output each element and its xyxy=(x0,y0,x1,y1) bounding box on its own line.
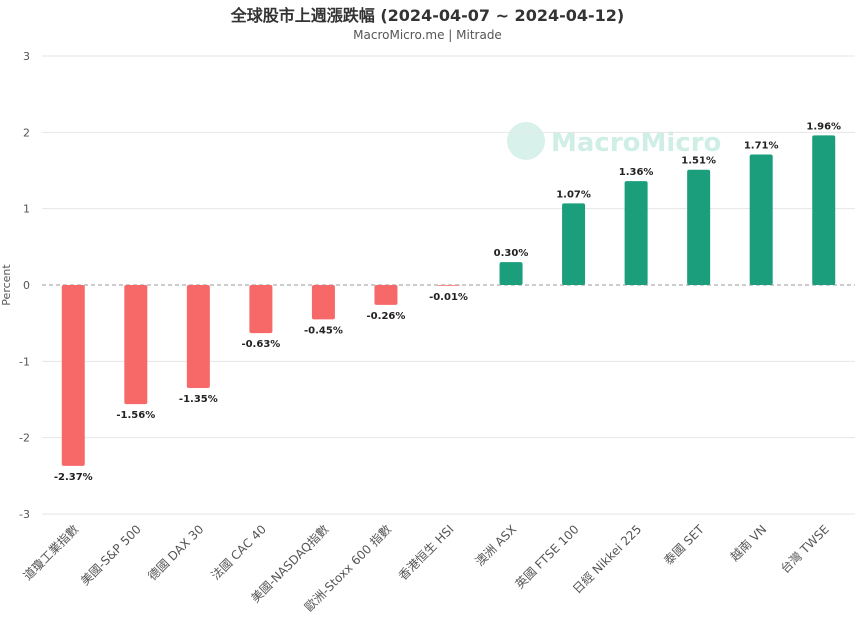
category-label: 香港恒生 HSI xyxy=(396,522,457,583)
data-label: -0.26% xyxy=(367,311,406,322)
watermark: MacroMicro xyxy=(507,122,721,160)
data-label: -0.63% xyxy=(241,339,280,350)
data-label: -1.35% xyxy=(179,394,218,405)
data-label: 1.07% xyxy=(556,189,591,200)
bar xyxy=(374,285,398,305)
category-label: 美國-S&P 500 xyxy=(78,522,144,588)
y-axis-title: Percent xyxy=(0,264,13,306)
category-label: 英國 FTSE 100 xyxy=(513,522,582,591)
data-label: -1.56% xyxy=(116,410,155,421)
data-label: -0.45% xyxy=(304,325,343,336)
data-label: 1.96% xyxy=(806,121,841,132)
bar xyxy=(311,285,335,320)
bar xyxy=(249,285,273,334)
chart-title: 全球股市上週漲跌幅 (2024-04-07 ~ 2024-04-12) xyxy=(230,6,625,25)
category-label: 澳洲 ASX xyxy=(473,522,520,569)
bar xyxy=(749,154,773,285)
watermark-logo-icon xyxy=(507,122,545,160)
y-tick-label: 0 xyxy=(23,279,30,292)
y-tick-label: -2 xyxy=(19,432,30,445)
category-label: 日經 Nikkei 225 xyxy=(570,522,644,596)
y-tick-label: 3 xyxy=(23,50,30,63)
bar xyxy=(61,285,85,466)
y-tick-label: 1 xyxy=(23,203,30,216)
data-label: 1.36% xyxy=(619,167,654,178)
bar xyxy=(186,285,210,389)
bar xyxy=(437,285,460,286)
watermark-text: MacroMicro xyxy=(551,128,721,158)
data-label: 1.51% xyxy=(681,156,716,167)
y-tick-label: -1 xyxy=(19,355,30,368)
category-label: 泰國 SET xyxy=(661,522,707,568)
bar xyxy=(687,169,711,285)
category-label: 越南 VN xyxy=(727,522,769,564)
category-label: 德國 DAX 30 xyxy=(145,522,207,584)
data-label: 1.71% xyxy=(744,140,779,151)
y-tick-label: 2 xyxy=(23,126,30,139)
category-label: 道瓊工業指數 xyxy=(20,522,82,584)
bar xyxy=(562,203,586,285)
data-label: 0.30% xyxy=(494,248,529,259)
category-label: 台灣 TWSE xyxy=(777,522,832,577)
category-label: 法國 CAC 40 xyxy=(208,522,269,583)
bar xyxy=(624,181,648,285)
data-label: -2.37% xyxy=(54,472,93,483)
bar xyxy=(124,285,148,405)
data-label: -0.01% xyxy=(429,292,468,303)
chart-subtitle: MacroMicro.me | Mitrade xyxy=(353,28,502,42)
bar xyxy=(812,135,836,285)
y-tick-label: -3 xyxy=(19,508,30,521)
bar xyxy=(499,262,523,285)
